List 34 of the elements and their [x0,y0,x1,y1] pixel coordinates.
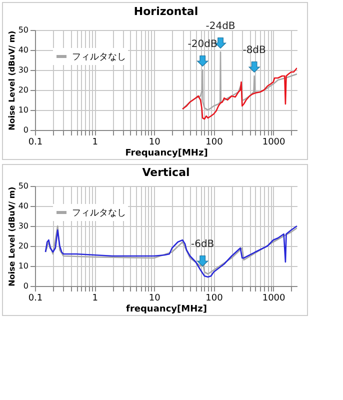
y-tick-label: 0 [23,282,28,290]
y-tick-label: 30 [18,222,28,230]
x-tick-label: 10 [148,294,161,304]
y-tick-label: 0 [23,126,28,134]
y-tick-label: 30 [18,66,28,74]
x-tick-label: 0.1 [28,294,43,304]
x-axis-title: frequancy[MHz] [126,304,207,314]
annotation: -24dB [206,21,236,32]
y-axis-title: Noise Level (dBuV/ m) [7,30,16,130]
x-tick-label: 10 [148,138,161,148]
x-tick-label: 100 [206,138,224,148]
x-tick-label: 1000 [262,138,286,148]
x-tick-label: 1 [92,138,98,148]
y-tick-label: 50 [18,182,28,190]
x-axis-title: Frequancy[MHz] [125,148,208,158]
y-tick-label: 10 [18,262,28,270]
y-axis-title: Noise Level (dBuV/ m) [7,186,16,286]
annotation: -20dB [188,39,218,50]
x-tick-label: 100 [206,294,224,304]
legend-label: フィルタなし [72,208,126,218]
y-tick-label: 50 [18,26,28,34]
y-tick-label: 40 [18,202,28,210]
y-tick-label: 10 [18,106,28,114]
annotation: -6dB [190,239,214,250]
y-tick-label: 20 [18,242,28,250]
chart-title: Vertical [142,166,190,179]
x-tick-label: 1 [92,294,98,304]
legend-label: フィルタなし [72,52,126,62]
y-tick-label: 40 [18,46,28,54]
x-tick-label: 0.1 [28,138,43,148]
x-tick-label: 1000 [262,294,286,304]
chart-title: Horizontal [134,5,198,18]
annotation: -8dB [242,45,266,56]
y-tick-label: 20 [18,86,28,94]
